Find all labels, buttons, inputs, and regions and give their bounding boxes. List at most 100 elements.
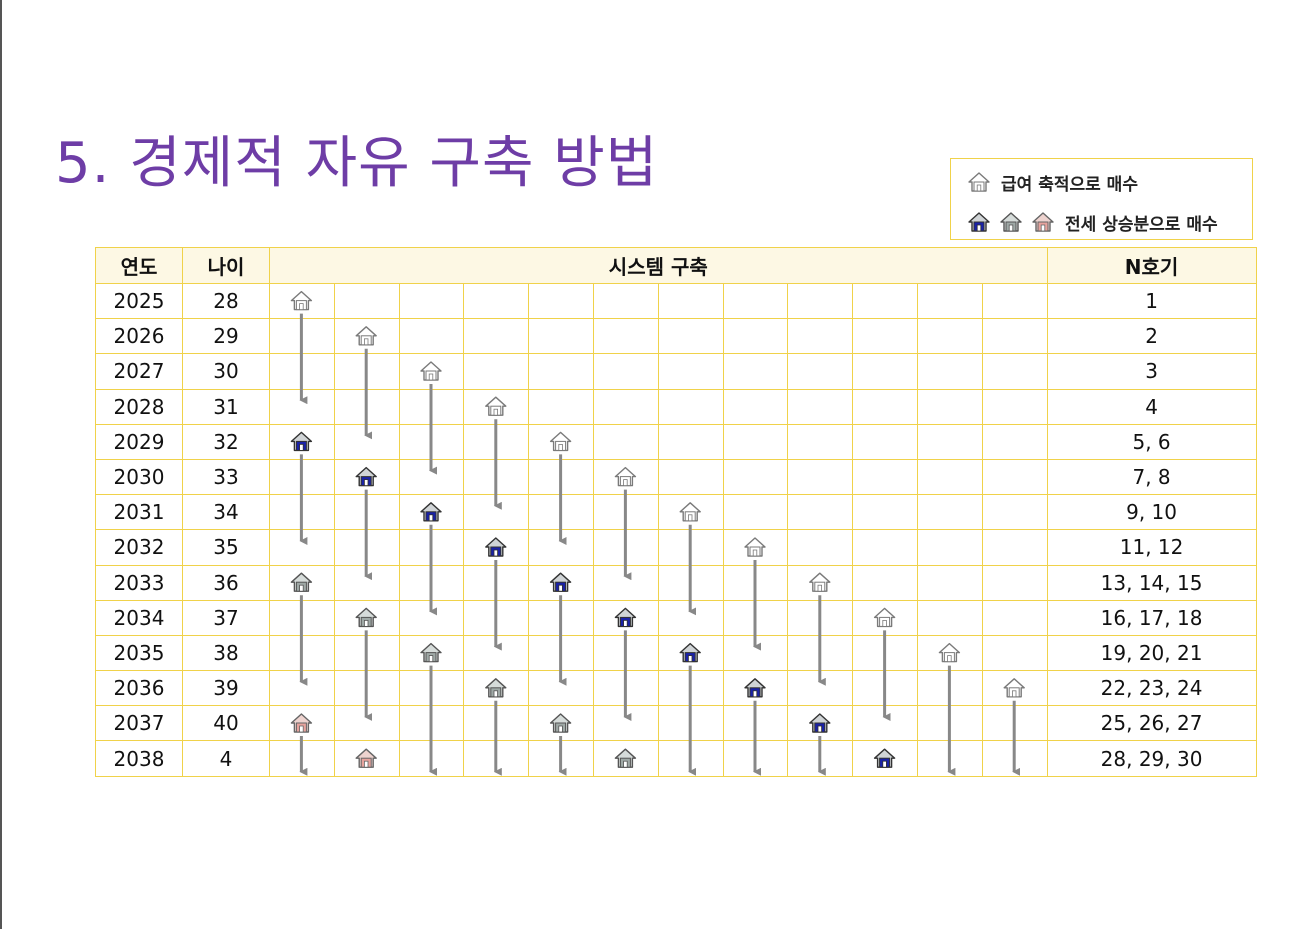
- cell-nth: 16, 17, 18: [1046, 599, 1257, 636]
- cell-age: 37: [182, 599, 270, 636]
- cell-system: [722, 564, 789, 601]
- cell-system: [398, 423, 465, 460]
- cell-year: 2026: [95, 318, 183, 355]
- cell-age: 30: [182, 353, 270, 390]
- cell-year: 2033: [95, 564, 183, 601]
- cell-system: [981, 388, 1048, 425]
- cell-system: [787, 634, 854, 672]
- cell-system: [981, 564, 1048, 601]
- cell-system: [787, 494, 854, 531]
- cell-system: [722, 494, 789, 531]
- house-pink-icon: [1031, 210, 1055, 234]
- cell-system: [269, 564, 335, 601]
- cell-system: [852, 282, 918, 320]
- cell-nth: 9, 10: [1046, 494, 1257, 531]
- cell-nth: 3: [1046, 353, 1257, 390]
- cell-age: 39: [182, 670, 270, 707]
- cell-system: [463, 670, 530, 707]
- cell-system: [528, 388, 594, 425]
- cell-nth: 7, 8: [1046, 458, 1257, 496]
- cell-system: [398, 705, 465, 742]
- legend-label-jeonse: 전세 상승분으로 매수: [1065, 214, 1218, 235]
- cell-system: [722, 388, 789, 425]
- cell-system: [592, 564, 659, 601]
- cell-system: [787, 388, 854, 425]
- cell-system: [398, 564, 465, 601]
- cell-system: [981, 423, 1048, 460]
- cell-system: [722, 740, 789, 777]
- cell-system: [592, 458, 659, 496]
- cell-system: [981, 282, 1048, 320]
- cell-system: [333, 423, 400, 460]
- cell-system: [852, 353, 918, 390]
- cell-system: [592, 388, 659, 425]
- cell-system: [269, 599, 335, 636]
- cell-system: [981, 318, 1048, 355]
- table-row: 2027 30 3: [95, 353, 1257, 390]
- cell-system: [528, 740, 594, 777]
- cell-system: [916, 353, 983, 390]
- cell-system: [722, 599, 789, 636]
- cell-system: [528, 670, 594, 707]
- cell-system: [657, 670, 724, 707]
- cell-system: [852, 740, 918, 777]
- cell-system: [852, 388, 918, 425]
- cell-system: [916, 494, 983, 531]
- cell-system: [463, 423, 530, 460]
- system-table: 연도 나이 시스템 구축 N호기 2025 28 1 2026 29 2 2027 30 3 20…: [95, 247, 1257, 777]
- cell-system: [463, 282, 530, 320]
- table-row: 2029 32 5, 6: [95, 423, 1257, 460]
- cell-system: [333, 670, 400, 707]
- cell-system: [657, 529, 724, 566]
- cell-system: [852, 318, 918, 355]
- cell-system: [981, 634, 1048, 672]
- cell-system: [852, 423, 918, 460]
- cell-system: [528, 318, 594, 355]
- cell-system: [463, 388, 530, 425]
- cell-year: 2030: [95, 458, 183, 496]
- cell-system: [592, 529, 659, 566]
- cell-system: [398, 282, 465, 320]
- cell-system: [592, 599, 659, 636]
- cell-system: [592, 670, 659, 707]
- cell-system: [981, 353, 1048, 390]
- cell-system: [333, 599, 400, 636]
- cell-year: 2032: [95, 529, 183, 566]
- cell-age: 35: [182, 529, 270, 566]
- cell-system: [333, 494, 400, 531]
- cell-system: [463, 318, 530, 355]
- cell-system: [916, 529, 983, 566]
- cell-system: [657, 564, 724, 601]
- cell-system: [528, 353, 594, 390]
- cell-system: [916, 670, 983, 707]
- cell-system: [722, 318, 789, 355]
- cell-age: 28: [182, 282, 270, 320]
- cell-system: [398, 529, 465, 566]
- table-row: 2028 31 4: [95, 388, 1257, 425]
- cell-system: [981, 529, 1048, 566]
- table-header-row: 연도 나이 시스템 구축 N호기: [95, 247, 1257, 284]
- cell-system: [398, 318, 465, 355]
- cell-system: [528, 529, 594, 566]
- table-row: 2025 28 1: [95, 282, 1257, 320]
- cell-year: 2035: [95, 634, 183, 672]
- cell-system: [463, 494, 530, 531]
- cell-system: [722, 353, 789, 390]
- cell-system: [592, 634, 659, 672]
- cell-nth: 25, 26, 27: [1046, 705, 1257, 742]
- cell-year: 2038: [95, 740, 183, 777]
- cell-system: [592, 705, 659, 742]
- cell-system: [916, 282, 983, 320]
- cell-system: [592, 740, 659, 777]
- cell-year: 2036: [95, 670, 183, 707]
- house-outline-icon: [967, 170, 991, 194]
- cell-system: [463, 740, 530, 777]
- cell-system: [463, 599, 530, 636]
- cell-system: [787, 599, 854, 636]
- cell-system: [787, 740, 854, 777]
- cell-nth: 5, 6: [1046, 423, 1257, 460]
- cell-system: [398, 353, 465, 390]
- cell-system: [787, 282, 854, 320]
- cell-system: [528, 634, 594, 672]
- cell-system: [722, 282, 789, 320]
